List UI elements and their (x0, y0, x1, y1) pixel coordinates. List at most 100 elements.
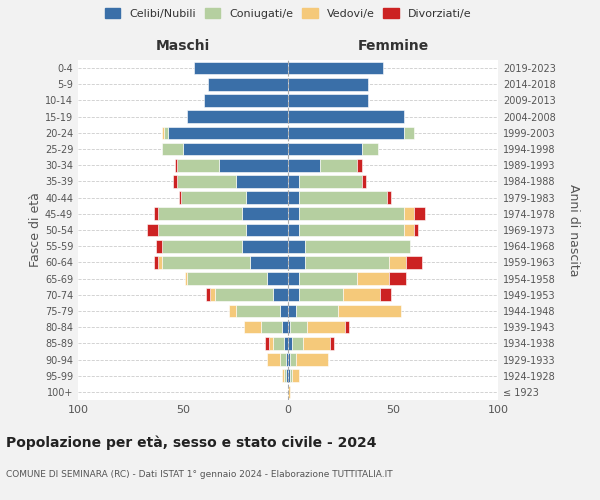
Bar (299, 272, 358, 285)
Bar (286, 353, 288, 366)
Bar (361, 142, 379, 156)
Bar (387, 192, 391, 204)
Bar (269, 337, 274, 349)
Bar (288, 256, 305, 268)
Bar (288, 78, 368, 90)
Bar (284, 337, 288, 349)
Bar (288, 370, 290, 382)
Bar (183, 142, 288, 156)
Bar (288, 321, 290, 334)
Bar (162, 142, 183, 156)
Bar (288, 62, 383, 74)
Bar (288, 304, 296, 318)
Bar (147, 224, 158, 236)
Bar (299, 208, 404, 220)
Y-axis label: Fasce di età: Fasce di età (29, 192, 42, 268)
Bar (389, 272, 406, 285)
Bar (414, 208, 425, 220)
Bar (155, 240, 162, 252)
Bar (218, 159, 288, 172)
Bar (242, 240, 288, 252)
Bar (299, 288, 343, 301)
Bar (158, 224, 246, 236)
Bar (414, 224, 418, 236)
Bar (288, 94, 368, 107)
Bar (288, 240, 305, 252)
Bar (176, 159, 218, 172)
Bar (265, 337, 269, 349)
Bar (260, 321, 282, 334)
Bar (267, 272, 288, 285)
Bar (338, 304, 401, 318)
Text: Femmine: Femmine (358, 38, 428, 52)
Bar (307, 321, 344, 334)
Bar (303, 337, 330, 349)
Bar (292, 337, 303, 349)
Bar (288, 272, 299, 285)
Bar (358, 272, 389, 285)
Bar (330, 337, 334, 349)
Bar (288, 126, 404, 139)
Bar (244, 321, 260, 334)
Bar (288, 386, 290, 398)
Bar (320, 159, 358, 172)
Bar (361, 175, 366, 188)
Bar (380, 288, 391, 301)
Bar (290, 321, 307, 334)
Bar (211, 288, 215, 301)
Bar (164, 126, 168, 139)
Bar (406, 256, 422, 268)
Bar (162, 256, 250, 268)
Bar (246, 224, 288, 236)
Bar (299, 192, 387, 204)
Bar (274, 337, 284, 349)
Bar (290, 370, 292, 382)
Bar (288, 159, 320, 172)
Bar (305, 240, 410, 252)
Bar (250, 256, 288, 268)
Bar (296, 353, 328, 366)
Bar (343, 288, 380, 301)
Bar (158, 256, 162, 268)
Bar (280, 353, 286, 366)
Bar (193, 62, 288, 74)
Bar (288, 208, 299, 220)
Bar (288, 142, 361, 156)
Bar (267, 353, 280, 366)
Bar (187, 110, 288, 123)
Bar (404, 208, 414, 220)
Text: COMUNE DI SEMINARA (RC) - Dati ISTAT 1° gennaio 2024 - Elaborazione TUTTITALIA.I: COMUNE DI SEMINARA (RC) - Dati ISTAT 1° … (6, 470, 392, 479)
Text: Maschi: Maschi (156, 38, 210, 52)
Bar (173, 175, 176, 188)
Bar (204, 94, 288, 107)
Bar (282, 370, 284, 382)
Bar (246, 192, 288, 204)
Bar (154, 208, 158, 220)
Bar (215, 288, 274, 301)
Bar (404, 126, 414, 139)
Bar (185, 272, 187, 285)
Bar (288, 110, 404, 123)
Bar (229, 304, 235, 318)
Bar (296, 304, 338, 318)
Bar (292, 370, 299, 382)
Bar (280, 304, 288, 318)
Bar (290, 353, 296, 366)
Bar (208, 78, 288, 90)
Legend: Celibi/Nubili, Coniugati/e, Vedovi/e, Divorziati/e: Celibi/Nubili, Coniugati/e, Vedovi/e, Di… (103, 6, 473, 21)
Bar (389, 256, 406, 268)
Bar (305, 256, 389, 268)
Bar (288, 288, 299, 301)
Bar (404, 224, 414, 236)
Bar (288, 224, 299, 236)
Bar (284, 370, 286, 382)
Bar (235, 304, 280, 318)
Bar (288, 353, 290, 366)
Bar (176, 175, 235, 188)
Bar (187, 272, 267, 285)
Bar (158, 208, 242, 220)
Bar (299, 224, 404, 236)
Bar (242, 208, 288, 220)
Bar (288, 192, 299, 204)
Bar (235, 175, 288, 188)
